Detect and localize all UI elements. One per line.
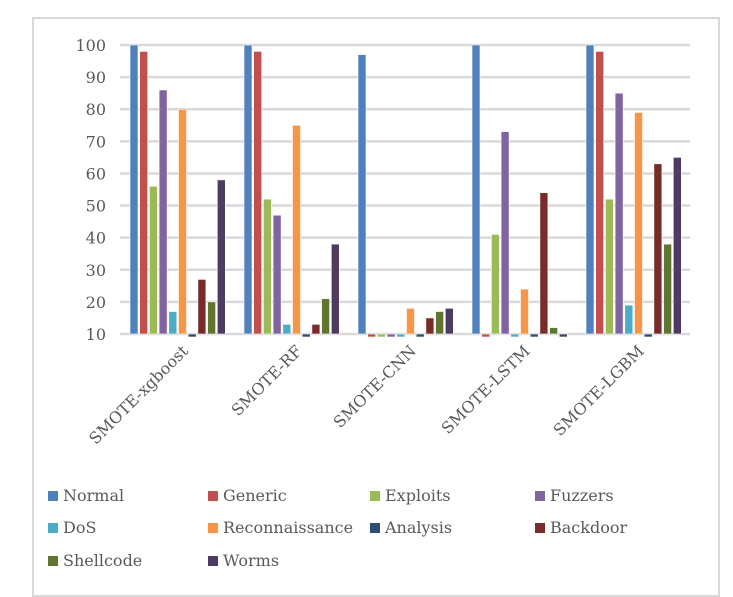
bar-worms-smote-lgbm — [672, 157, 682, 335]
bar-normal-smote-xgboost — [129, 44, 139, 335]
bar-backdoor-smote-lgbm — [653, 163, 663, 335]
y-tick-label: 20 — [86, 293, 106, 312]
bar-fuzzers-smote-lstm — [500, 131, 510, 335]
bar-exploits-smote-xgboost — [149, 185, 158, 335]
bar-reconnaissance-smote-cnn — [406, 308, 415, 335]
bar-reconnaissance-smote-rf — [292, 124, 301, 335]
bar-normal-smote-lgbm — [585, 44, 595, 335]
bar-analysis-smote-lgbm — [643, 333, 653, 338]
y-tick-label: 50 — [86, 197, 106, 216]
bar-analysis-smote-cnn — [415, 333, 425, 338]
bar-fuzzers-smote-xgboost — [158, 89, 168, 335]
y-tick-label: 30 — [86, 261, 106, 280]
bar-normal-smote-rf — [243, 44, 253, 335]
bar-generic-smote-xgboost — [139, 51, 148, 335]
bar-exploits-smote-lstm — [491, 234, 500, 335]
bar-dos-smote-lstm — [510, 333, 520, 338]
bar-reconnaissance-smote-lstm — [520, 288, 529, 335]
bar-worms-smote-lstm — [558, 333, 568, 338]
y-tick-label: 80 — [86, 100, 106, 119]
bar-dos-smote-cnn — [396, 333, 406, 338]
bar-shellcode-smote-cnn — [435, 311, 444, 335]
bar-analysis-smote-lstm — [529, 333, 539, 338]
bar-exploits-smote-lgbm — [605, 198, 614, 335]
bar-dos-smote-lgbm — [624, 304, 634, 335]
bar-fuzzers-smote-cnn — [386, 333, 396, 338]
bar-normal-smote-lstm — [471, 44, 481, 335]
x-tick-label: SMOTE-RF — [228, 341, 306, 419]
bar-worms-smote-rf — [330, 243, 340, 335]
y-tick-label: 10 — [86, 325, 106, 344]
bar-analysis-smote-rf — [301, 333, 311, 338]
x-tick-label: SMOTE-LSTM — [438, 341, 534, 437]
bar-exploits-smote-cnn — [377, 333, 386, 338]
bar-generic-smote-lgbm — [595, 51, 605, 335]
y-tick-label: 60 — [86, 164, 106, 183]
bar-shellcode-smote-lgbm — [663, 243, 672, 335]
bar-backdoor-smote-cnn — [425, 317, 435, 335]
x-tick-label: SMOTE-CNN — [329, 341, 419, 431]
y-tick-label: 100 — [75, 36, 106, 55]
bar-generic-smote-lstm — [481, 333, 491, 338]
x-tick-label: SMOTE-LGBM — [549, 341, 647, 439]
y-tick-label: 70 — [86, 132, 106, 151]
bar-backdoor-smote-lstm — [539, 192, 549, 335]
bar-dos-smote-xgboost — [168, 311, 178, 335]
bar-fuzzers-smote-lgbm — [614, 92, 624, 335]
bar-backdoor-smote-xgboost — [197, 279, 207, 335]
bar-shellcode-smote-lstm — [549, 327, 558, 335]
bar-reconnaissance-smote-lgbm — [634, 112, 643, 335]
y-tick-label: 90 — [86, 68, 106, 87]
y-tick-label: 40 — [86, 229, 106, 248]
bar-generic-smote-cnn — [367, 333, 377, 338]
bar-generic-smote-rf — [253, 51, 262, 335]
bar-backdoor-smote-rf — [311, 324, 321, 335]
bar-reconnaissance-smote-xgboost — [178, 108, 187, 335]
bar-worms-smote-xgboost — [217, 179, 226, 335]
bar-exploits-smote-rf — [263, 198, 272, 335]
bar-shellcode-smote-rf — [321, 298, 330, 335]
x-tick-label: SMOTE-xgboost — [85, 341, 192, 448]
bar-worms-smote-cnn — [444, 308, 454, 335]
bar-fuzzers-smote-rf — [272, 214, 282, 335]
bar-chart: 10 20 30 40 50 60 70 80 90 100 SMOTE-xgboost SMOTE-… — [75, 36, 690, 448]
bar-normal-smote-cnn — [357, 54, 367, 335]
bar-analysis-smote-xgboost — [187, 333, 197, 338]
bar-dos-smote-rf — [282, 324, 292, 335]
bar-shellcode-smote-xgboost — [207, 301, 216, 335]
